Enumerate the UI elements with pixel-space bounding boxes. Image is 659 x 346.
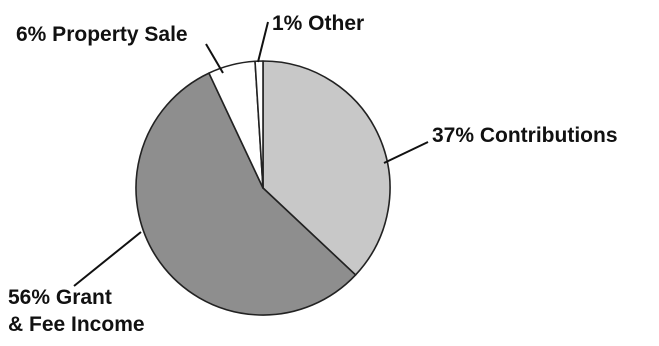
leader-line-property-sale <box>205 43 224 74</box>
slice-label-line: 6% Property Sale <box>16 23 188 46</box>
slice-label-line: 1% Other <box>272 12 364 35</box>
leader-line-contributions <box>383 141 429 164</box>
slice-label-grant-fee-income: 56% Grant & Fee Income <box>8 286 145 336</box>
slice-label-property-sale: 6% Property Sale <box>16 23 188 46</box>
slice-label-contributions: 37% Contributions <box>432 124 618 147</box>
slice-label-other: 1% Other <box>272 12 364 35</box>
slice-label-line: & Fee Income <box>8 313 145 336</box>
leader-line-grant-fee-income <box>73 231 142 287</box>
pie-slice-contributions <box>262 60 391 276</box>
slice-label-line: 56% Grant <box>8 286 112 309</box>
leader-line-other <box>257 21 269 63</box>
slice-label-line: 37% Contributions <box>432 124 618 147</box>
pie-slice-grant-fee-income <box>135 72 357 316</box>
